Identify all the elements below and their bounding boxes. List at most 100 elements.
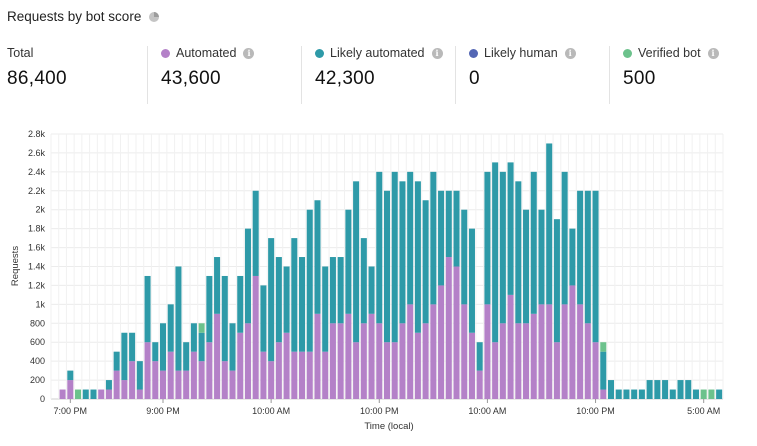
bar-segment-likely-automated[interactable] xyxy=(538,209,545,305)
bar-segment-verified-bot[interactable] xyxy=(600,342,607,352)
bar-segment-automated[interactable] xyxy=(329,323,336,399)
bar-segment-verified-bot[interactable] xyxy=(700,389,707,399)
bar-segment-verified-bot[interactable] xyxy=(708,389,715,399)
bar-segment-automated[interactable] xyxy=(314,313,321,399)
bar-segment-automated[interactable] xyxy=(121,380,128,399)
bar-segment-automated[interactable] xyxy=(98,389,105,399)
info-icon[interactable]: i xyxy=(431,47,443,59)
bar-segment-automated[interactable] xyxy=(129,361,136,399)
bar-segment-likely-automated[interactable] xyxy=(615,389,622,399)
bar-segment-automated[interactable] xyxy=(237,332,244,399)
bar-segment-likely-automated[interactable] xyxy=(329,257,336,324)
bar-segment-likely-automated[interactable] xyxy=(638,389,645,399)
bar-segment-likely-automated[interactable] xyxy=(345,209,352,314)
bar-segment-automated[interactable] xyxy=(492,342,499,399)
bar-segment-likely-automated[interactable] xyxy=(353,181,360,343)
bar-segment-likely-automated[interactable] xyxy=(183,342,190,371)
bar-segment-automated[interactable] xyxy=(523,323,530,399)
bar-segment-likely-automated[interactable] xyxy=(430,171,437,305)
bar-segment-automated[interactable] xyxy=(368,313,375,399)
bar-segment-likely-automated[interactable] xyxy=(422,200,429,324)
bar-segment-likely-automated[interactable] xyxy=(82,389,89,399)
bar-segment-likely-automated[interactable] xyxy=(438,190,445,286)
bar-segment-likely-automated[interactable] xyxy=(623,389,630,399)
bar-segment-automated[interactable] xyxy=(183,370,190,399)
bar-segment-automated[interactable] xyxy=(283,332,290,399)
bar-segment-automated[interactable] xyxy=(214,313,221,399)
bar-segment-likely-automated[interactable] xyxy=(692,389,699,399)
bar-segment-automated[interactable] xyxy=(499,323,506,399)
bar-segment-automated[interactable] xyxy=(206,342,213,399)
bar-segment-likely-automated[interactable] xyxy=(553,219,560,343)
bar-segment-automated[interactable] xyxy=(229,370,236,399)
bar-segment-likely-automated[interactable] xyxy=(399,181,406,324)
bar-segment-automated[interactable] xyxy=(337,323,344,399)
bar-segment-automated[interactable] xyxy=(376,323,383,399)
bar-segment-likely-automated[interactable] xyxy=(306,209,313,352)
bar-segment-automated[interactable] xyxy=(468,332,475,399)
bar-segment-likely-automated[interactable] xyxy=(631,389,638,399)
bar-segment-automated[interactable] xyxy=(190,351,197,399)
bar-segment-likely-automated[interactable] xyxy=(383,190,391,343)
bar-segment-automated[interactable] xyxy=(260,351,267,399)
bar-segment-likely-automated[interactable] xyxy=(592,190,599,343)
bar-segment-automated[interactable] xyxy=(345,313,352,399)
bar-segment-likely-automated[interactable] xyxy=(461,209,468,305)
bar-segment-likely-automated[interactable] xyxy=(499,171,506,324)
bar-segment-likely-automated[interactable] xyxy=(299,257,306,352)
bar-segment-automated[interactable] xyxy=(252,275,259,399)
bar-segment-likely-automated[interactable] xyxy=(275,257,282,343)
bar-segment-automated[interactable] xyxy=(113,370,120,399)
bar-segment-automated[interactable] xyxy=(538,304,545,399)
bar-segment-automated[interactable] xyxy=(461,304,468,399)
bar-segment-likely-automated[interactable] xyxy=(561,171,568,305)
bar-segment-likely-automated[interactable] xyxy=(214,257,221,314)
bar-segment-verified-bot[interactable] xyxy=(75,389,82,399)
info-icon[interactable]: i xyxy=(707,47,719,59)
bar-segment-likely-automated[interactable] xyxy=(445,190,452,258)
bar-segment-likely-automated[interactable] xyxy=(229,323,236,371)
bar-segment-likely-automated[interactable] xyxy=(167,304,174,352)
bar-segment-likely-automated[interactable] xyxy=(662,380,669,399)
bar-segment-likely-automated[interactable] xyxy=(121,332,128,381)
bar-segment-verified-bot[interactable] xyxy=(198,323,205,333)
bar-segment-automated[interactable] xyxy=(445,257,452,399)
bar-segment-automated[interactable] xyxy=(152,361,159,399)
bar-segment-likely-automated[interactable] xyxy=(468,228,475,333)
bar-segment-automated[interactable] xyxy=(198,361,205,399)
bar-segment-likely-automated[interactable] xyxy=(646,380,653,399)
bar-segment-automated[interactable] xyxy=(530,313,537,399)
bar-segment-automated[interactable] xyxy=(515,323,522,399)
bar-segment-likely-automated[interactable] xyxy=(391,171,398,343)
bar-segment-automated[interactable] xyxy=(600,389,607,399)
bar-segment-automated[interactable] xyxy=(414,332,421,399)
bar-segment-likely-automated[interactable] xyxy=(260,285,267,352)
bar-segment-likely-automated[interactable] xyxy=(152,342,159,362)
bar-segment-automated[interactable] xyxy=(561,304,568,399)
bar-segment-likely-automated[interactable] xyxy=(190,323,197,352)
bar-segment-likely-automated[interactable] xyxy=(175,266,182,371)
bar-segment-automated[interactable] xyxy=(391,342,398,399)
bar-segment-likely-automated[interactable] xyxy=(507,162,514,295)
bar-segment-automated[interactable] xyxy=(507,294,514,399)
bar-segment-automated[interactable] xyxy=(422,323,429,399)
bar-segment-likely-automated[interactable] xyxy=(144,275,151,343)
bar-segment-likely-automated[interactable] xyxy=(129,332,136,362)
bar-segment-likely-automated[interactable] xyxy=(600,351,607,390)
bar-segment-likely-automated[interactable] xyxy=(237,275,244,333)
bar-segment-automated[interactable] xyxy=(546,304,553,399)
bar-segment-likely-automated[interactable] xyxy=(546,143,553,305)
bar-segment-likely-automated[interactable] xyxy=(314,200,321,314)
bar-segment-automated[interactable] xyxy=(577,304,584,399)
bar-segment-automated[interactable] xyxy=(438,285,445,399)
bar-segment-likely-automated[interactable] xyxy=(252,190,259,276)
bar-segment-automated[interactable] xyxy=(592,342,599,399)
bar-segment-likely-automated[interactable] xyxy=(337,257,344,324)
bar-segment-automated[interactable] xyxy=(59,389,66,399)
bar-segment-automated[interactable] xyxy=(299,351,306,399)
bar-segment-likely-automated[interactable] xyxy=(376,171,383,324)
bar-segment-likely-automated[interactable] xyxy=(90,389,97,399)
bar-segment-likely-automated[interactable] xyxy=(669,389,676,399)
bar-segment-likely-automated[interactable] xyxy=(221,275,228,362)
bar-segment-likely-automated[interactable] xyxy=(414,181,421,333)
